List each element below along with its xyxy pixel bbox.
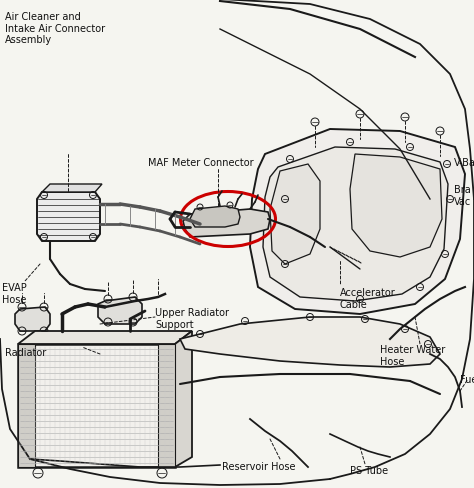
Polygon shape bbox=[250, 130, 465, 314]
Polygon shape bbox=[183, 209, 270, 238]
Polygon shape bbox=[37, 193, 100, 242]
Text: PS Tube: PS Tube bbox=[350, 465, 388, 475]
Text: Heater Water
Hose: Heater Water Hose bbox=[380, 345, 445, 366]
Polygon shape bbox=[42, 184, 102, 193]
Text: Accelerator
Cable: Accelerator Cable bbox=[340, 287, 396, 309]
Text: Air Cleaner and
Intake Air Connector
Assembly: Air Cleaner and Intake Air Connector Ass… bbox=[5, 12, 105, 45]
Polygon shape bbox=[15, 307, 50, 331]
Polygon shape bbox=[180, 317, 440, 367]
Text: MAF Meter Connector: MAF Meter Connector bbox=[148, 158, 254, 168]
Polygon shape bbox=[18, 331, 192, 345]
Text: Reservoir Hose: Reservoir Hose bbox=[222, 461, 295, 471]
Polygon shape bbox=[350, 155, 442, 258]
Text: Fuel Ho: Fuel Ho bbox=[460, 374, 474, 384]
Polygon shape bbox=[270, 164, 320, 264]
Text: EVAP
Hose: EVAP Hose bbox=[2, 283, 27, 304]
Text: Upper Radiator
Support: Upper Radiator Support bbox=[155, 307, 229, 329]
Polygon shape bbox=[18, 345, 35, 467]
Text: Radiator: Radiator bbox=[5, 347, 46, 357]
Text: V-Ban: V-Ban bbox=[454, 158, 474, 168]
Polygon shape bbox=[263, 148, 448, 302]
Text: Bra
Vac: Bra Vac bbox=[454, 184, 471, 206]
Polygon shape bbox=[158, 345, 175, 467]
Polygon shape bbox=[190, 206, 240, 227]
Polygon shape bbox=[18, 345, 175, 467]
Polygon shape bbox=[175, 331, 192, 467]
Polygon shape bbox=[98, 297, 142, 325]
